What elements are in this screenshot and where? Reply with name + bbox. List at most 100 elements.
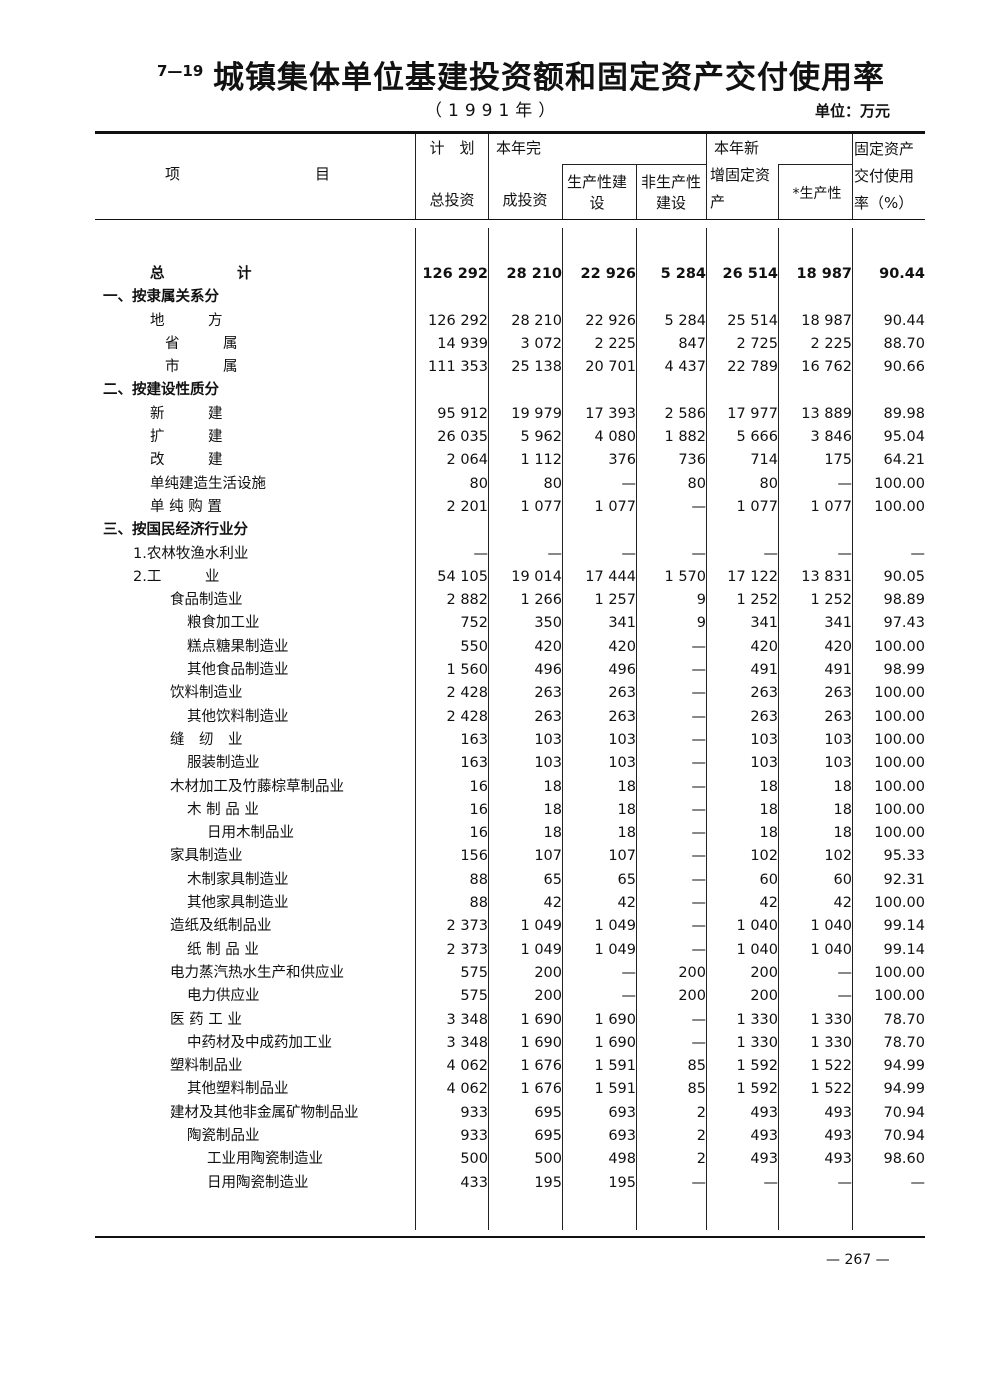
cell-value: — [473, 545, 489, 562]
row-label: 1.农林牧渔水利业 [133, 545, 249, 562]
cell-value: 14 939 [437, 335, 488, 352]
row-label: 造纸及纸制品业 [170, 918, 272, 935]
table-row: 总 计 126 292 28 210 22 926 5 284 26 514 18 987 9… [95, 263, 925, 286]
table-row: 1.农林牧渔水利业 — — — — — — — [95, 543, 925, 566]
cell-value: 100.00 [874, 964, 925, 981]
cell-value: 18 [617, 825, 636, 842]
cell-value: 70.94 [883, 1104, 925, 1121]
cell-value: 496 [534, 662, 562, 679]
cell-value: 1 330 [810, 1011, 852, 1028]
row-label: 三、按国民经济行业分 [103, 522, 248, 539]
cell-value: 9 [696, 592, 706, 609]
table-row: 中药材及中成药加工业 3 348 1 690 1 690 — 1 330 1 330 78.7… [95, 1032, 925, 1055]
cell-value: 5 666 [736, 429, 778, 446]
table-row: 电力供应业 575 200 — 200 200 — 100.00 [95, 985, 925, 1008]
row-label: 扩 建 [150, 429, 223, 446]
cell-value: 2 064 [446, 452, 488, 469]
cell-value: 1 591 [594, 1081, 636, 1098]
cell-value: 78.70 [883, 1011, 925, 1028]
row-label: 日用木制品业 [207, 825, 294, 842]
cell-value: 2 [696, 1151, 706, 1168]
cell-value: 18 987 [796, 266, 853, 282]
cell-value: 5 962 [520, 429, 562, 446]
cell-value: 80 [759, 475, 778, 492]
row-label: 日用陶瓷制造业 [207, 1174, 309, 1191]
row-label: 缝 纫 业 [170, 731, 243, 748]
cell-value: 263 [824, 685, 852, 702]
cell-value: 88.70 [883, 335, 925, 352]
header-item: 项 目 [165, 165, 331, 183]
table-row: 新 建 95 912 19 979 17 393 2 586 17 977 13 889 89… [95, 403, 925, 426]
cell-value: 1 040 [810, 941, 852, 958]
cell-value: 1 522 [810, 1081, 852, 1098]
cell-value: 200 [534, 964, 562, 981]
cell-value: 18 [543, 778, 562, 795]
cell-value: 100.00 [874, 708, 925, 725]
header-new-assets-1: 本年新 [714, 139, 760, 157]
header-rate: 固定资产交付使用率（%） [854, 140, 915, 212]
cell-value: 263 [750, 685, 778, 702]
cell-value: 90.44 [879, 266, 925, 282]
row-label: 木材加工及竹藤棕草制品业 [170, 778, 344, 795]
cell-value: 19 014 [511, 568, 562, 585]
row-label: 单纯建造生活设施 [150, 475, 266, 492]
table-row: 饮料制造业 2 428 263 263 — 263 263 100.00 [95, 682, 925, 705]
row-label: 纸 制 品 业 [187, 941, 259, 958]
cell-value: 90.44 [883, 312, 925, 329]
table-row: 其他塑料制品业 4 062 1 676 1 591 85 1 592 1 522 94.99 [95, 1078, 925, 1101]
cell-value: 1 040 [810, 918, 852, 935]
row-label: 二、按建设性质分 [103, 382, 219, 399]
row-label: 中药材及中成药加工业 [187, 1034, 332, 1051]
cell-value: 80 [543, 475, 562, 492]
col-divider [562, 164, 563, 219]
row-label: 总 计 [150, 266, 252, 282]
cell-value: 16 [469, 778, 488, 795]
cell-value: 4 437 [664, 359, 706, 376]
cell-value: 163 [460, 731, 488, 748]
row-label: 饮料制造业 [170, 685, 243, 702]
cell-value: 4 080 [594, 429, 636, 446]
cell-value: 350 [534, 615, 562, 632]
cell-value: 42 [833, 895, 852, 912]
cell-value: 89.98 [883, 405, 925, 422]
cell-value: 200 [678, 988, 706, 1005]
col-divider [852, 228, 853, 1230]
cell-value: 341 [824, 615, 852, 632]
cell-value: 695 [534, 1104, 562, 1121]
col-divider [488, 134, 489, 219]
cell-value: 263 [608, 685, 636, 702]
cell-value: 1 077 [520, 498, 562, 515]
cell-value: 16 [469, 825, 488, 842]
cell-value: 70.94 [883, 1127, 925, 1144]
col-divider [778, 228, 779, 1230]
cell-value: 1 252 [736, 592, 778, 609]
table-row: 木 制 品 业 16 18 18 — 18 18 100.00 [95, 799, 925, 822]
cell-value: 13 831 [801, 568, 852, 585]
cell-value: — [837, 475, 853, 492]
cell-value: — [621, 988, 637, 1005]
cell-value: 103 [824, 731, 852, 748]
row-label: 家具制造业 [170, 848, 243, 865]
cell-value: 99.14 [883, 941, 925, 958]
cell-value: 714 [750, 452, 778, 469]
col-divider [706, 134, 707, 219]
table-row: 粮食加工业 752 350 341 9 341 341 97.43 [95, 612, 925, 635]
cell-value: 1 676 [520, 1081, 562, 1098]
cell-value: 263 [824, 708, 852, 725]
cell-value: 1 690 [594, 1011, 636, 1028]
cell-value: 94.99 [883, 1081, 925, 1098]
cell-value: 102 [824, 848, 852, 865]
cell-value: 376 [608, 452, 636, 469]
cell-value: 736 [678, 452, 706, 469]
row-label: 单 纯 购 置 [150, 498, 222, 515]
cell-value: — [691, 662, 707, 679]
unit-label: 单位：万元 [815, 102, 891, 120]
cell-value: 2 [696, 1104, 706, 1121]
cell-value: 28 210 [506, 266, 563, 282]
cell-value: 1 077 [594, 498, 636, 515]
row-label: 陶瓷制品业 [187, 1127, 260, 1144]
cell-value: 16 762 [801, 359, 852, 376]
cell-value: 20 701 [585, 359, 636, 376]
cell-value: 1 040 [736, 918, 778, 935]
cell-value: — [691, 895, 707, 912]
